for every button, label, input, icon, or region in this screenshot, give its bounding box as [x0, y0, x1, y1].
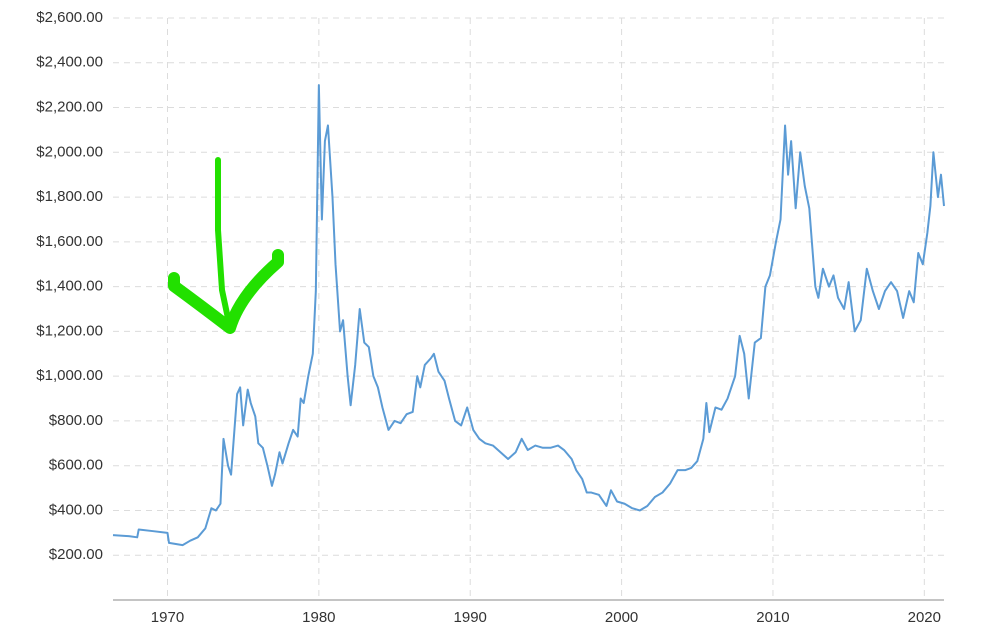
price-line [112, 84, 945, 547]
x-tick-label: 2000 [605, 609, 638, 626]
y-tick-label: $800.00 [49, 412, 103, 429]
y-tick-label: $1,200.00 [36, 322, 103, 339]
y-tick-label: $1,400.00 [36, 278, 103, 295]
y-tick-label: $1,600.00 [36, 233, 103, 250]
annotation-arrow [168, 157, 284, 334]
y-tick-label: $2,400.00 [36, 54, 103, 71]
x-tick-label: 1970 [151, 609, 184, 626]
y-tick-label: $1,800.00 [36, 188, 103, 205]
x-tick-label: 2020 [908, 609, 941, 626]
y-tick-label: $600.00 [49, 457, 103, 474]
y-tick-label: $1,000.00 [36, 367, 103, 384]
y-tick-label: $400.00 [49, 501, 103, 518]
y-tick-label: $2,200.00 [36, 99, 103, 116]
plot [112, 84, 945, 547]
y-tick-label: $2,000.00 [36, 143, 103, 160]
x-tick-label: 1980 [302, 609, 335, 626]
y-tick-label: $2,600.00 [36, 9, 103, 26]
y-tick-label: $200.00 [49, 546, 103, 563]
x-tick-label: 1990 [454, 609, 487, 626]
x-tick-label: 2010 [756, 609, 789, 626]
